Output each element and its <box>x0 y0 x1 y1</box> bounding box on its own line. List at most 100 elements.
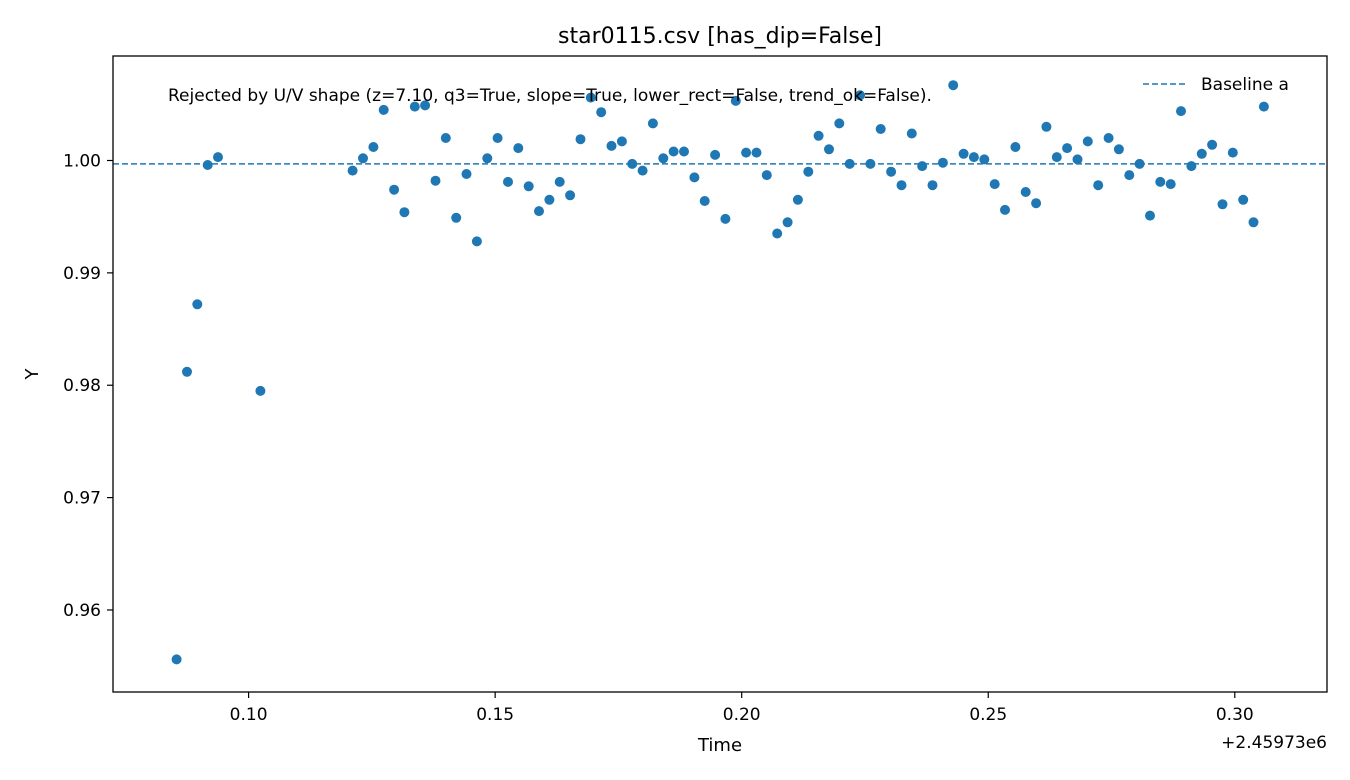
scatter-points <box>171 80 1269 665</box>
data-point <box>896 180 907 191</box>
data-point <box>1165 179 1176 190</box>
y-tick-label: 0.98 <box>63 376 101 396</box>
data-point <box>710 149 721 160</box>
data-point <box>699 196 710 206</box>
y-tick-label: 0.99 <box>63 264 101 284</box>
data-point <box>782 217 793 228</box>
data-point <box>1031 198 1042 209</box>
chart-title: star0115.csv [has_dip=False] <box>558 24 882 49</box>
data-point <box>182 366 192 377</box>
data-point <box>202 160 213 170</box>
data-point <box>730 95 741 106</box>
data-point <box>1062 143 1073 154</box>
data-point <box>482 153 493 164</box>
data-point <box>1207 139 1218 150</box>
y-axis-label: Y <box>22 368 43 381</box>
data-point <box>658 153 669 164</box>
data-point <box>917 161 928 172</box>
data-point <box>803 166 814 177</box>
data-point <box>937 157 948 168</box>
y-tick-label: 1.00 <box>63 152 101 172</box>
data-point <box>461 169 472 179</box>
data-point <box>751 147 762 158</box>
data-point <box>1134 158 1145 169</box>
data-point <box>1082 136 1093 147</box>
y-axis-ticks: 0.96 0.97 0.98 0.99 1.00 <box>63 152 113 621</box>
data-point <box>855 90 865 101</box>
data-point <box>585 92 596 103</box>
data-point <box>1217 199 1228 210</box>
y-tick-label: 0.97 <box>63 489 101 509</box>
data-point <box>1000 204 1010 215</box>
legend-label-baseline: Baseline a <box>1201 75 1289 95</box>
data-point <box>192 299 203 310</box>
data-point <box>979 154 990 165</box>
data-point <box>1093 180 1104 191</box>
data-point <box>1227 147 1238 158</box>
data-point <box>430 175 441 186</box>
data-point <box>347 165 358 176</box>
data-point <box>1041 121 1052 132</box>
data-point <box>575 134 586 145</box>
data-point <box>741 147 752 158</box>
data-point <box>171 654 182 665</box>
data-point <box>927 180 938 191</box>
data-point <box>1051 152 1062 163</box>
data-point <box>420 100 431 111</box>
data-point <box>503 176 513 187</box>
data-point <box>824 144 834 155</box>
data-point <box>679 146 689 157</box>
data-point <box>358 153 368 164</box>
data-point <box>1186 161 1197 172</box>
data-point <box>523 181 534 192</box>
rejection-annotation: Rejected by U/V shape (z=7.10, q3=True, … <box>168 86 932 106</box>
data-point <box>1072 154 1083 165</box>
data-point <box>440 133 451 143</box>
data-point <box>368 142 379 152</box>
data-point <box>865 158 876 169</box>
data-point <box>1238 194 1249 205</box>
x-axis-offset-label: +2.45973e6 <box>1221 733 1327 753</box>
y-tick-label: 0.96 <box>63 601 101 621</box>
data-point <box>513 143 524 154</box>
data-point <box>554 176 565 187</box>
data-point <box>906 128 917 139</box>
data-point <box>948 80 959 91</box>
data-point <box>627 158 638 169</box>
data-point <box>471 236 482 247</box>
data-point <box>813 130 824 141</box>
data-point <box>596 107 607 118</box>
data-point <box>255 385 266 396</box>
x-tick-label: 0.15 <box>476 705 514 725</box>
data-point <box>534 206 544 217</box>
x-tick-label: 0.25 <box>969 705 1007 725</box>
x-tick-label: 0.20 <box>723 705 761 725</box>
x-tick-label: 0.10 <box>230 705 268 725</box>
data-point <box>886 166 897 177</box>
data-point <box>1124 170 1135 181</box>
data-point <box>378 104 389 115</box>
data-point <box>834 118 845 129</box>
data-point <box>968 152 979 163</box>
data-point <box>1010 142 1021 152</box>
data-point <box>792 194 803 205</box>
data-point <box>492 133 503 143</box>
data-point <box>389 184 400 195</box>
x-tick-label: 0.30 <box>1216 705 1254 725</box>
data-point <box>1113 144 1124 155</box>
axes-frame <box>112 55 1328 693</box>
data-point <box>761 170 772 181</box>
data-point <box>544 194 555 205</box>
data-point <box>451 212 462 223</box>
data-point <box>1145 210 1155 221</box>
data-point <box>1258 101 1269 112</box>
data-point <box>875 124 886 134</box>
data-point <box>409 101 420 112</box>
data-point <box>1155 176 1166 187</box>
data-point <box>958 148 969 159</box>
data-point <box>213 152 223 163</box>
data-point <box>720 213 731 224</box>
data-point <box>606 140 617 151</box>
data-point <box>399 207 410 218</box>
